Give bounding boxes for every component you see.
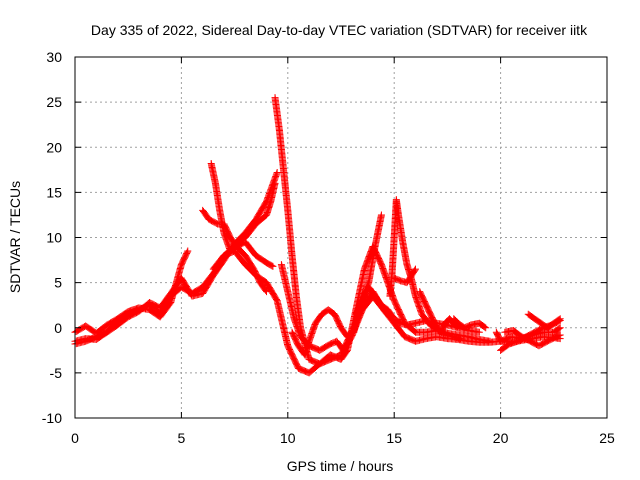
series-track-11 xyxy=(386,196,464,343)
data-point xyxy=(556,324,564,332)
data-point xyxy=(273,169,281,177)
y-tick-label: 20 xyxy=(46,139,62,155)
data-point xyxy=(555,315,563,323)
data-point xyxy=(475,328,483,336)
y-tick-label: 10 xyxy=(46,230,62,246)
x-tick-label: 10 xyxy=(280,430,296,446)
axis-ticks: 0 5 10 15 20 25 -10 -5 0 5 10 15 20 25 30 xyxy=(42,49,615,446)
series-track-5 xyxy=(207,159,277,270)
data-point xyxy=(184,247,192,255)
data-point xyxy=(411,265,419,273)
y-tick-label: 5 xyxy=(54,275,62,291)
data-point xyxy=(556,315,564,323)
y-tick-label: 15 xyxy=(46,184,62,200)
x-tick-label: 5 xyxy=(178,430,186,446)
data-point xyxy=(271,179,279,187)
x-tick-label: 15 xyxy=(386,430,402,446)
y-tick-label: 30 xyxy=(46,49,62,65)
series-track-6 xyxy=(209,179,279,273)
x-tick-label: 20 xyxy=(493,430,509,446)
data-point xyxy=(555,325,563,333)
series-track-12 xyxy=(390,265,419,287)
x-axis-label: GPS time / hours xyxy=(287,458,394,474)
series-track-14 xyxy=(450,315,490,332)
y-tick-label: -5 xyxy=(50,365,63,381)
y-tick-label: 0 xyxy=(54,320,62,336)
series-track-9 xyxy=(288,211,385,359)
data-point xyxy=(482,324,490,332)
data-point xyxy=(263,288,271,296)
data-point xyxy=(481,323,489,331)
series-track-17 xyxy=(524,310,564,332)
data-point xyxy=(268,262,276,270)
y-axis-label: SDTVAR / TECUs xyxy=(7,181,23,293)
data-point xyxy=(377,211,385,219)
data-point xyxy=(183,248,191,256)
data-point xyxy=(411,266,419,274)
data-point xyxy=(486,337,494,345)
data-point xyxy=(456,335,464,343)
data-points xyxy=(71,94,564,377)
chart-title: Day 335 of 2022, Sidereal Day-to-day VTE… xyxy=(91,22,588,38)
y-tick-label: 25 xyxy=(46,94,62,110)
x-tick-label: 25 xyxy=(599,430,615,446)
series-track-18 xyxy=(501,326,564,350)
data-point xyxy=(262,287,270,295)
y-tick-label: -10 xyxy=(42,410,62,426)
data-point xyxy=(269,262,277,270)
x-tick-label: 0 xyxy=(71,430,79,446)
data-point xyxy=(556,331,564,339)
